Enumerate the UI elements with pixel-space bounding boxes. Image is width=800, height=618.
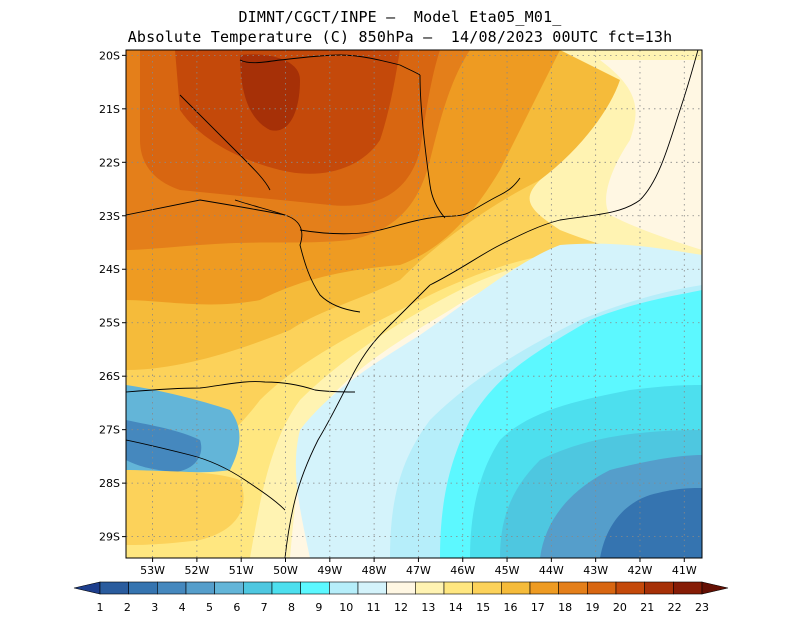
colorbar-swatch [386, 581, 416, 595]
colorbar-label: 7 [261, 601, 268, 614]
colorbar-label: 17 [531, 601, 545, 614]
field-band-21 [240, 54, 300, 131]
colorbar-swatch [644, 581, 674, 595]
lon-label: 48W [362, 564, 387, 577]
colorbar-label: 1 [97, 601, 104, 614]
lon-label: 49W [317, 564, 342, 577]
map-frame [125, 49, 703, 559]
colorbar-swatch [472, 581, 502, 595]
colorbar-arrow-left [73, 581, 101, 595]
lat-label: 25S [99, 317, 120, 330]
colorbar-label: 3 [151, 601, 158, 614]
lon-label: 45W [495, 564, 520, 577]
colorbar-swatch [157, 581, 187, 595]
colorbar-label: 22 [668, 601, 682, 614]
border-north [239, 54, 421, 76]
colorbar-label: 10 [339, 601, 353, 614]
colorbar-label: 23 [695, 601, 709, 614]
lon-label: 44W [539, 564, 564, 577]
colorbar-label: 16 [503, 601, 517, 614]
coastline-southeast [429, 50, 699, 286]
lon-label: 42W [628, 564, 653, 577]
colorbar-swatch [673, 581, 703, 595]
colorbar-label: 12 [394, 601, 408, 614]
lat-label: 20S [99, 49, 120, 62]
colorbar-label: 19 [586, 601, 600, 614]
colorbar-label: 11 [367, 601, 381, 614]
colorbar-swatch [587, 581, 617, 595]
field-band-west-5 [126, 420, 202, 472]
colorbar-swatch [99, 581, 129, 595]
lon-label: 53W [140, 564, 165, 577]
border-sc-rs [126, 439, 286, 511]
latitude-labels: 20S 21S 22S 23S 24S 25S 26S 27S 28S 29S [99, 49, 126, 544]
colorbar-labels: 1 2 3 4 5 6 7 8 9 10 11 12 13 14 15 16 17 18 19 20 21 22 23 [97, 601, 710, 614]
colorbar-swatch [128, 581, 158, 595]
colorbar-swatch [185, 581, 215, 595]
colorbar-swatch [443, 581, 473, 595]
colorbar-label: 13 [421, 601, 435, 614]
lon-label: 41W [672, 564, 697, 577]
colorbar [73, 581, 729, 595]
lon-label: 52W [184, 564, 209, 577]
colorbar-label: 5 [206, 601, 213, 614]
colorbar-label: 21 [640, 601, 654, 614]
colorbar-arrow-right [701, 581, 729, 595]
colorbar-label: 8 [288, 601, 295, 614]
colorbar-swatch [501, 581, 531, 595]
lon-label: 47W [406, 564, 431, 577]
map-title-line-1: DIMNT/CGCT/INPE – Model Eta05_M01_ [238, 8, 562, 26]
border-inner [234, 199, 286, 216]
colorbar-label: 20 [613, 601, 627, 614]
gridlines [126, 50, 702, 558]
lat-label: 24S [99, 263, 120, 276]
coastline-south [284, 284, 431, 558]
border-pr-sc [126, 381, 356, 393]
lon-label: 50W [273, 564, 298, 577]
lat-label: 22S [99, 156, 120, 169]
colorbar-label: 6 [233, 601, 240, 614]
field-band-12-ne [600, 60, 702, 250]
longitude-labels: 53W 52W 51W 50W 49W 48W 47W 46W 45W 44W 43W 42W 41W [140, 558, 697, 577]
colorbar-label: 14 [449, 601, 463, 614]
colorbar-label: 9 [315, 601, 322, 614]
colorbar-label: 2 [124, 601, 131, 614]
colorbar-swatch [329, 581, 359, 595]
border-ms-pr [126, 199, 361, 313]
field-band-4 [600, 488, 702, 558]
colorbar-swatch [529, 581, 559, 595]
colorbar-swatch [271, 581, 301, 595]
lat-label: 26S [99, 370, 120, 383]
colorbar-swatch [615, 581, 645, 595]
lat-label: 28S [99, 477, 120, 490]
lon-label: 43W [583, 564, 608, 577]
border-mg-west [419, 74, 446, 219]
lat-label: 27S [99, 424, 120, 437]
colorbar-swatch [243, 581, 273, 595]
temperature-field [126, 50, 702, 558]
lat-label: 23S [99, 210, 120, 223]
colorbar-swatch [558, 581, 588, 595]
border-sp-mg [299, 177, 521, 235]
colorbar-label: 4 [179, 601, 186, 614]
colorbar-swatch [300, 581, 330, 595]
lon-label: 46W [450, 564, 475, 577]
colorbar-label: 15 [476, 601, 490, 614]
borders [126, 50, 699, 558]
map-title-line-2: Absolute Temperature (C) 850hPa – 14/08/… [127, 28, 673, 46]
border-river [179, 94, 271, 191]
colorbar-swatch [357, 581, 387, 595]
lat-label: 29S [99, 531, 120, 544]
colorbar-swatch [214, 581, 244, 595]
field-band-sw [126, 470, 244, 545]
colorbar-label: 18 [558, 601, 572, 614]
lat-label: 21S [99, 103, 120, 116]
colorbar-swatch [415, 581, 445, 595]
lon-label: 51W [229, 564, 254, 577]
